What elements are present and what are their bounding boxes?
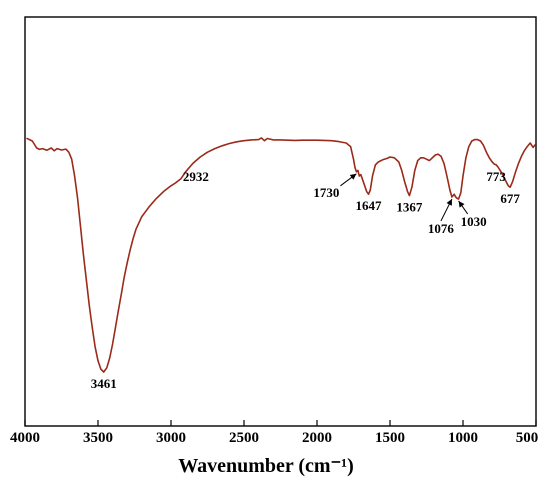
x-tick-label-500: 500 [516, 430, 539, 446]
peak-label-773: 773 [486, 169, 506, 184]
plot-frame [24, 16, 537, 427]
arrowhead-1076 [446, 199, 452, 206]
spectrum-line [26, 137, 536, 373]
peak-label-1076: 1076 [428, 221, 455, 236]
x-tick-label-1000: 1000 [448, 430, 478, 446]
peak-label-677: 677 [500, 191, 520, 206]
x-tick-label-3000: 3000 [156, 430, 186, 446]
arrowhead-1730 [349, 173, 357, 180]
peak-label-3461: 3461 [91, 376, 117, 391]
x-tick-label-2000: 2000 [302, 430, 332, 446]
x-ticks [24, 420, 537, 426]
peak-label-1647: 1647 [356, 198, 383, 213]
peak-label-2932: 2932 [183, 169, 209, 184]
peak-label-1730: 1730 [313, 185, 339, 200]
x-tick-label-2500: 2500 [229, 430, 259, 446]
arrowhead-1030 [458, 200, 465, 208]
peak-label-1030: 1030 [461, 214, 487, 229]
x-tick-label-4000: 4000 [10, 430, 40, 446]
peak-annotations: 3461 2932 1730 1647 1367 1076 1030 773 677 [91, 169, 521, 391]
x-tick-label-1500: 1500 [375, 430, 405, 446]
x-axis-title: Wavenumber (cm⁻¹) [178, 455, 354, 477]
peak-label-1367: 1367 [396, 200, 423, 215]
x-tick-label-3500: 3500 [83, 430, 113, 446]
x-tick-labels: 4000 3500 3000 2500 2000 1500 1000 500 [10, 430, 538, 446]
